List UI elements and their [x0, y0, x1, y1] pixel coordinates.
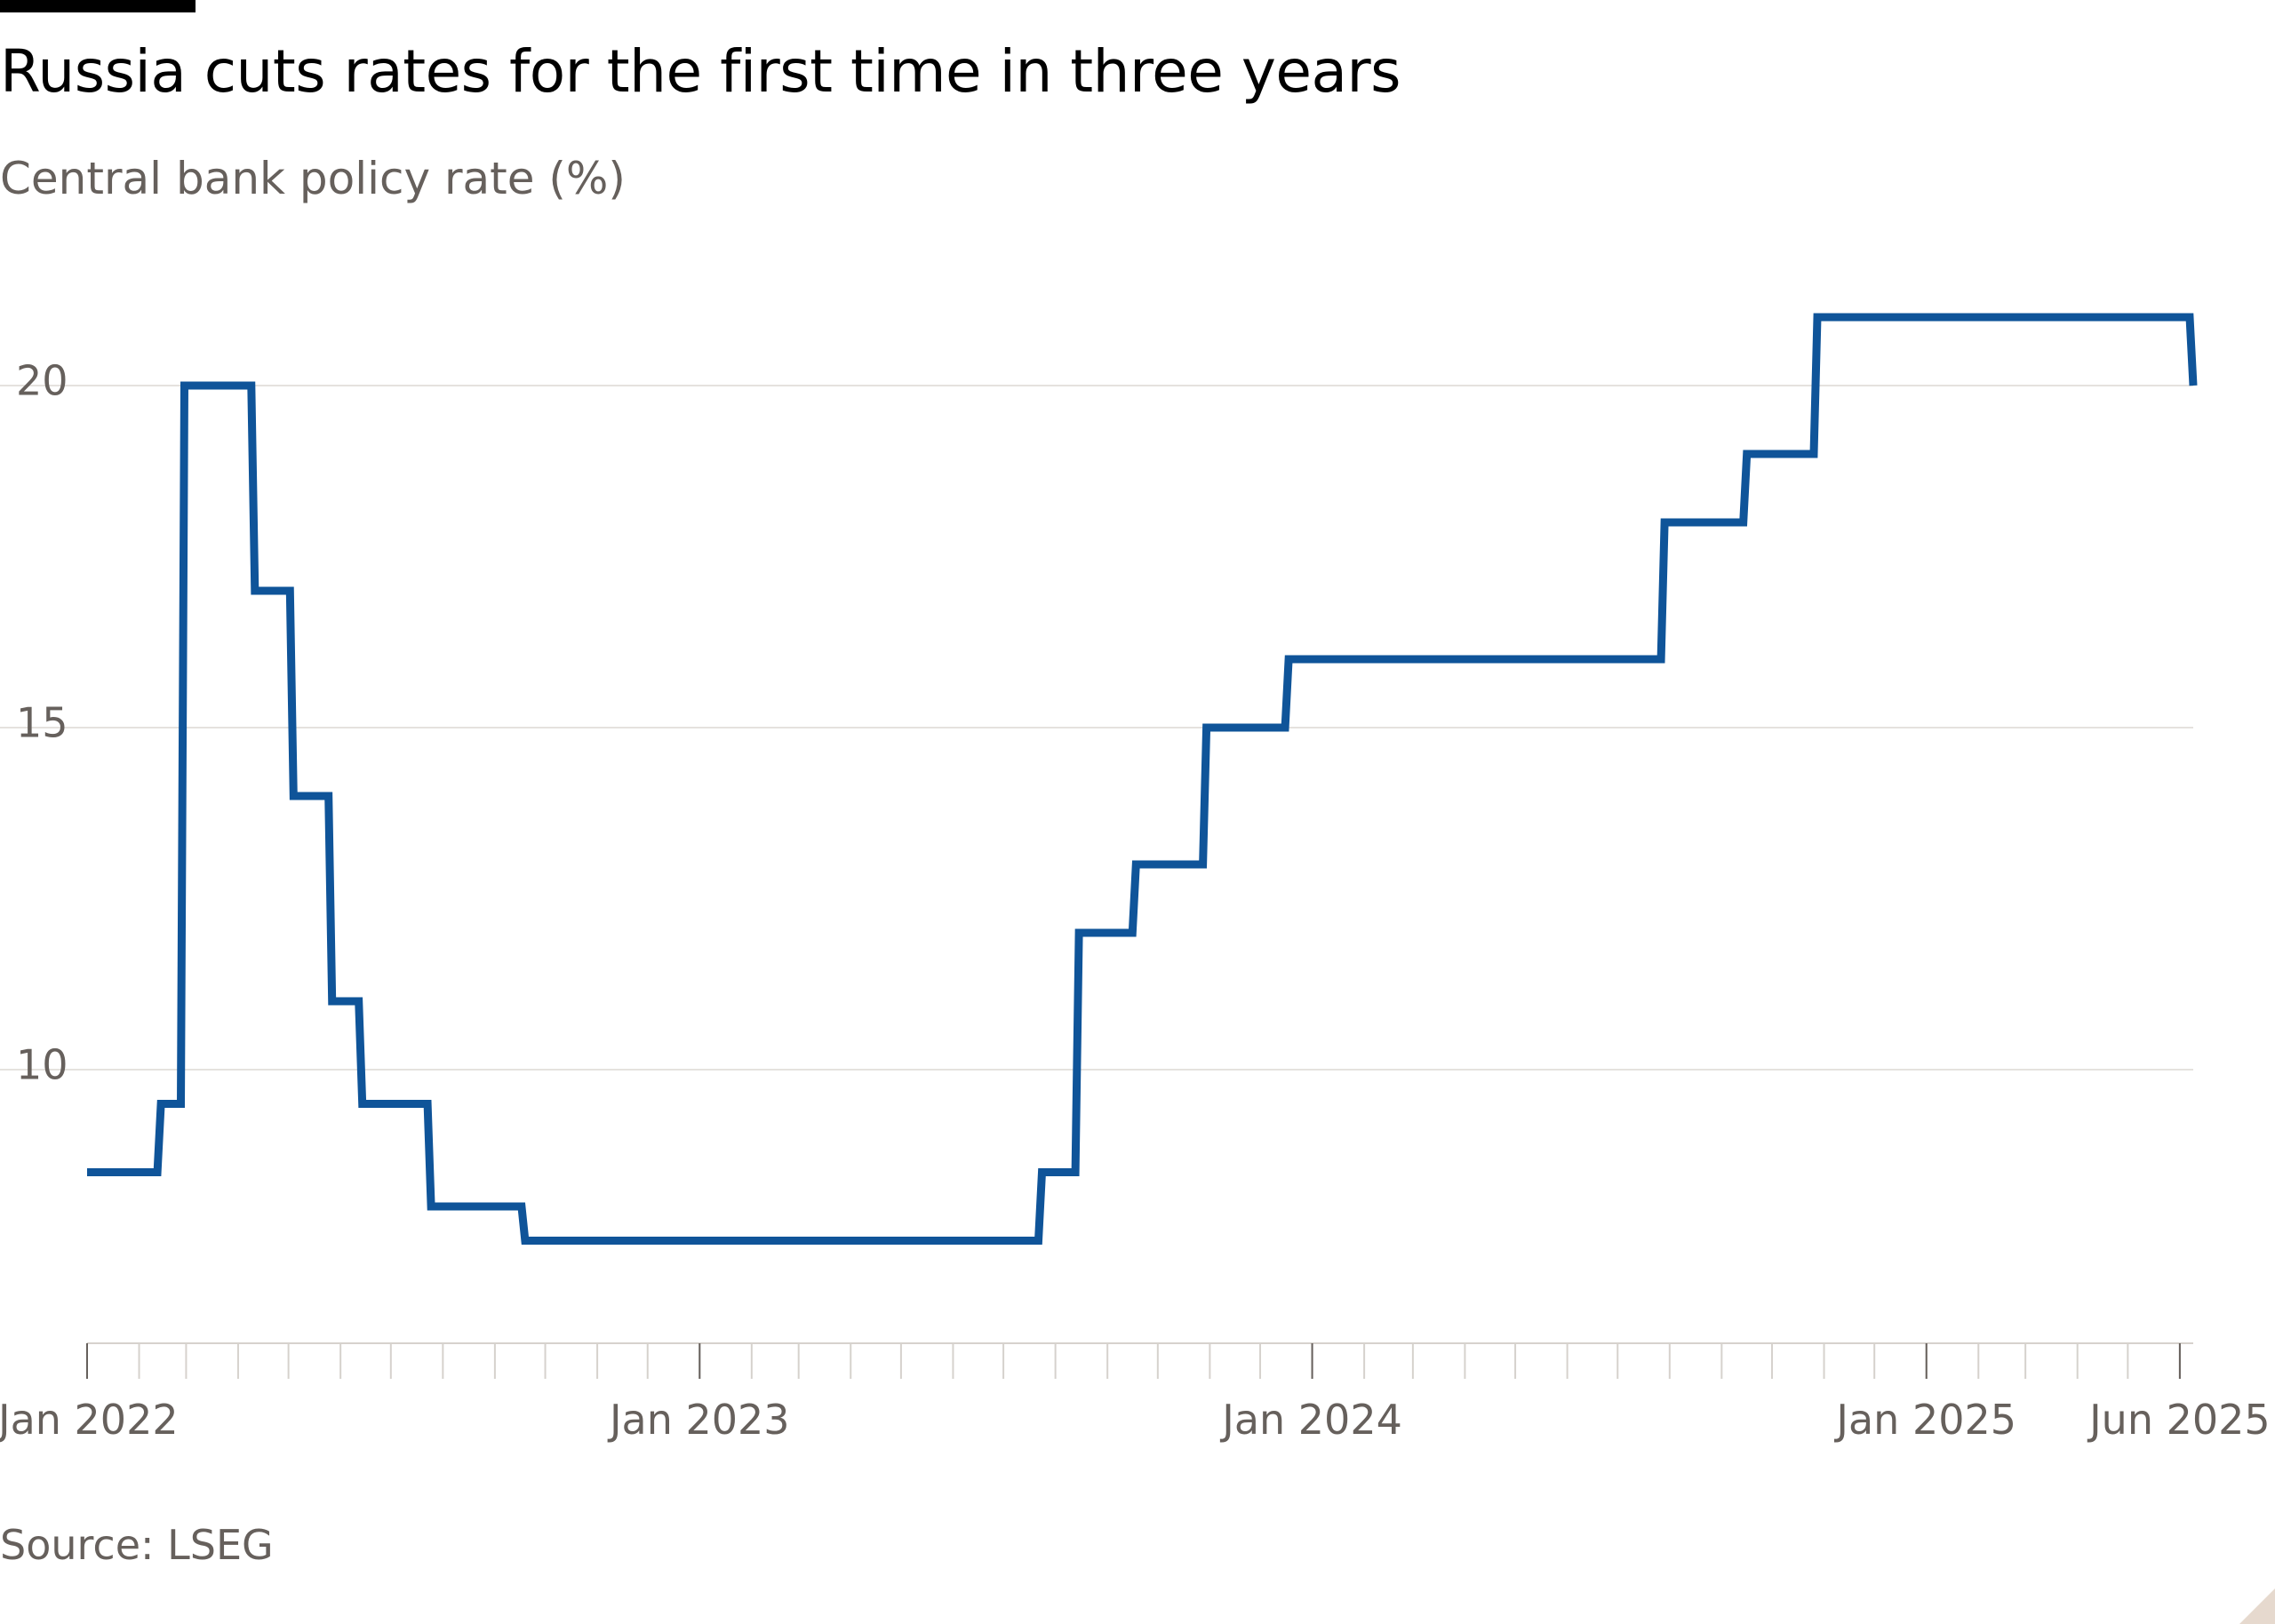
x-tick-label: Jan 2025 [1833, 1396, 2016, 1444]
chart-subtitle: Central bank policy rate (%) [0, 153, 626, 204]
y-tick-label: 10 [16, 1041, 68, 1089]
gridlines [0, 385, 2193, 1071]
x-tick-label: Jan 2023 [607, 1396, 790, 1444]
series-line-0 [87, 313, 2198, 1245]
corner-mark [2239, 1588, 2275, 1624]
y-tick-label: 15 [16, 699, 68, 747]
y-tick-label: 20 [16, 357, 68, 405]
x-tick-label: Jan 2024 [1219, 1396, 1402, 1444]
source-note: Source: LSEG [0, 1521, 274, 1569]
series-layer [87, 313, 2198, 1245]
x-tick-label: Jun 2025 [2087, 1396, 2271, 1444]
x-axis: Jan 2022 Jan 2023 Jan 2024 Jan 2025 Jun 2025 [0, 1342, 2271, 1444]
y-axis-labels: 10 15 20 [16, 357, 68, 1089]
x-tick-label: Jan 2022 [0, 1396, 179, 1444]
brand-bar [0, 0, 196, 12]
chart-title: Russia cuts rates for the first time in … [0, 37, 1401, 106]
